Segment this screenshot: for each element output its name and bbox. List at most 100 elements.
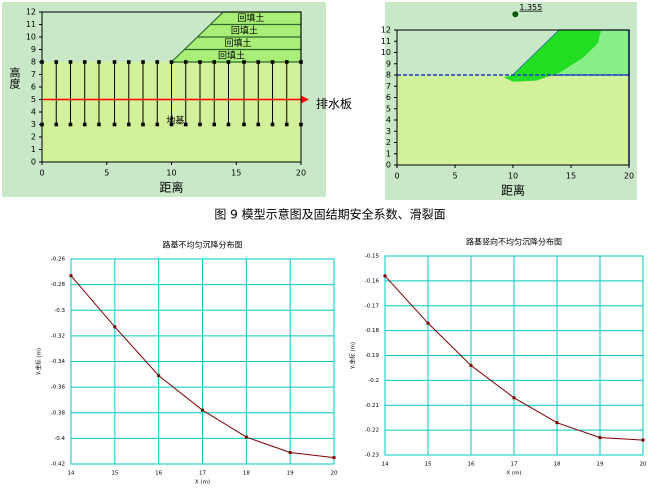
y-tick-label: -0.23 <box>365 453 380 459</box>
point <box>244 435 248 439</box>
drain-node <box>141 122 145 127</box>
point <box>288 450 292 454</box>
y-tick-label: -0.16 <box>365 278 380 284</box>
chart-title: 路基竖向不均匀沉降分布图 <box>466 237 562 247</box>
y-tick-label: 11 <box>26 20 36 29</box>
drain-line-label: 排水板 <box>316 97 352 111</box>
y-tick-label: -0.28 <box>51 282 66 288</box>
x-tick-label: 16 <box>155 471 162 477</box>
drain-node <box>256 122 261 127</box>
point <box>512 396 516 400</box>
y-tick-label: 8 <box>31 58 36 67</box>
y-tick-label: 1 <box>386 149 391 158</box>
y-tick-label: 0 <box>386 161 391 170</box>
x-axis-label: X (m) <box>195 480 210 486</box>
drain-node <box>54 60 59 64</box>
y-tick-label: -0.17 <box>365 303 380 309</box>
drain-node <box>112 122 117 127</box>
drain-node <box>183 60 188 64</box>
drain-node <box>242 60 246 64</box>
x-tick-label: 16 <box>468 462 475 468</box>
caption: 图 9 模型示意图及固结期安全系数、滑裂面 <box>214 207 445 222</box>
annotation: 地基 <box>166 114 184 126</box>
drain-node <box>226 122 231 127</box>
x-tick-label: 14 <box>68 471 75 477</box>
x-tick-label: 17 <box>511 462 518 468</box>
x-tick-label: 15 <box>425 462 432 468</box>
drain-node <box>242 122 246 127</box>
drain-node <box>270 60 275 64</box>
x-tick-label: 10 <box>508 172 518 181</box>
layer-label: 回填土 <box>231 24 258 36</box>
x-tick-label: 20 <box>624 172 634 181</box>
drain-node <box>97 122 101 127</box>
drain-node <box>284 60 289 64</box>
y-tick-label: 2 <box>31 133 36 142</box>
x-tick-label: 18 <box>554 462 561 468</box>
point <box>201 408 204 412</box>
x-tick-label: 15 <box>566 172 576 181</box>
y-tick-label: -0.15 <box>365 254 380 260</box>
x-axis-label: 距离 <box>159 180 183 195</box>
y-tick-label: -0.4 <box>54 436 65 442</box>
drain-node <box>68 60 73 64</box>
annotation: 1.355 <box>519 3 542 12</box>
x-tick-label: 10 <box>166 169 176 178</box>
y-axis-label: 高度 <box>8 66 21 90</box>
y-tick-label: 12 <box>26 8 36 17</box>
y-tick-label: 10 <box>381 48 391 57</box>
y-tick-label: 0 <box>31 158 36 167</box>
drain-node <box>54 122 59 127</box>
y-tick-label: 9 <box>386 59 391 68</box>
x-tick-label: 14 <box>382 462 389 468</box>
drain-node <box>97 60 101 64</box>
x-tick-label: 15 <box>231 169 241 178</box>
x-tick-label: 15 <box>111 471 118 477</box>
point <box>332 456 336 460</box>
x-tick-label: 19 <box>597 462 604 468</box>
point <box>469 363 473 367</box>
chart-title: 路基不均匀沉降分布图 <box>163 240 243 250</box>
x-tick-label: 19 <box>287 471 294 477</box>
y-tick-label: 1 <box>31 145 36 154</box>
point <box>157 374 161 378</box>
drain-node <box>169 60 174 64</box>
layer-label: 回填土 <box>218 49 245 61</box>
x-tick-label: 5 <box>452 172 457 181</box>
drain-node <box>212 60 217 64</box>
drain-node <box>198 122 202 127</box>
slip-mass <box>503 30 602 82</box>
y-axis-label: Y-坐标 (m) <box>35 348 43 376</box>
drain-node <box>82 122 87 127</box>
x-tick-label: 0 <box>394 172 399 181</box>
y-tick-label: 12 <box>381 26 391 35</box>
point <box>555 421 559 425</box>
y-tick-label: 7 <box>386 82 391 91</box>
x-tick-label: 20 <box>296 169 306 178</box>
drain-node <box>226 60 231 64</box>
drain-node <box>198 60 202 64</box>
y-tick-label: -0.36 <box>51 385 66 391</box>
y-tick-label: -0.26 <box>51 257 66 263</box>
drain-node <box>112 60 117 64</box>
drain-node <box>126 60 131 64</box>
drain-node <box>141 60 145 64</box>
drain-node <box>270 122 275 127</box>
drain-node <box>82 60 87 64</box>
drain-node <box>155 60 160 64</box>
y-tick-label: 3 <box>386 127 391 136</box>
y-tick-label: 10 <box>26 33 36 42</box>
y-axis-label: Y-坐标 (m) <box>349 342 357 370</box>
y-tick-label: 9 <box>31 45 36 54</box>
arrow-head <box>301 95 309 104</box>
layer-label: 回填土 <box>224 37 251 49</box>
drain-node <box>126 122 131 127</box>
y-tick-label: -0.2 <box>368 378 379 384</box>
x-tick-label: 18 <box>243 471 250 477</box>
ground <box>397 75 629 165</box>
drain-node <box>183 122 188 127</box>
point <box>641 438 645 442</box>
drain-node <box>212 122 217 127</box>
y-tick-label: 5 <box>386 104 391 113</box>
plot-frame <box>384 255 644 456</box>
